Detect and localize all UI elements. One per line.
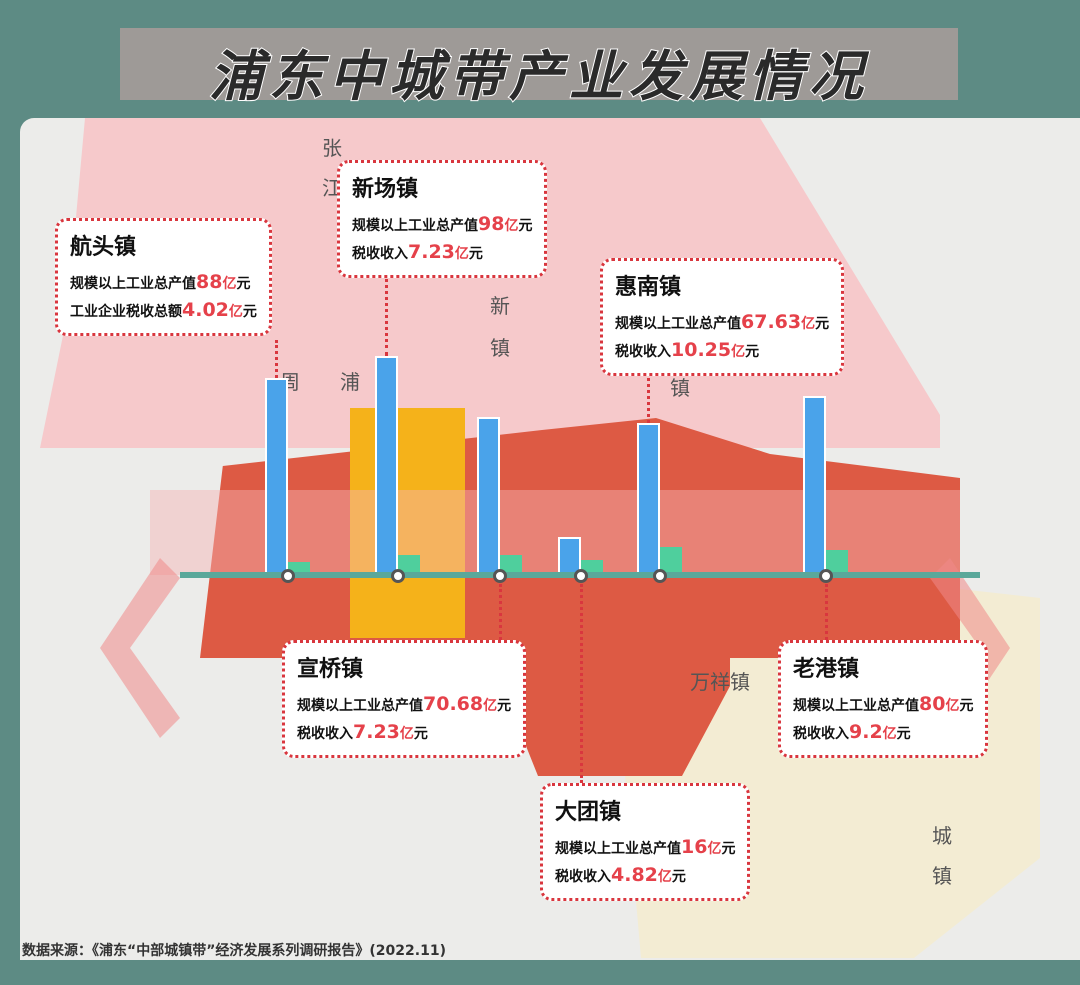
town-name: 航头镇 bbox=[70, 235, 137, 260]
tax-value: 4.02 bbox=[182, 299, 229, 321]
tax-bar bbox=[826, 549, 848, 572]
tax-value: 7.23 bbox=[353, 721, 400, 743]
tax-label: 税收收入 bbox=[555, 869, 611, 885]
output-unit: 亿 bbox=[707, 841, 722, 857]
output-line: 规模以上工业总产值16亿元 bbox=[555, 836, 736, 858]
output-value: 16 bbox=[681, 836, 708, 858]
town-callout: 新场镇 规模以上工业总产值98亿元 税收收入7.23亿元 bbox=[337, 160, 548, 278]
output-line: 规模以上工业总产值80亿元 bbox=[793, 693, 974, 715]
output-unit: 亿 bbox=[504, 218, 519, 234]
leader-line bbox=[647, 372, 650, 424]
map-label: 镇 bbox=[932, 864, 952, 888]
map-label: 镇 bbox=[670, 376, 690, 400]
town-name: 惠南镇 bbox=[615, 275, 682, 300]
tax-label: 税收收入 bbox=[352, 246, 408, 262]
leader-line bbox=[580, 584, 583, 783]
output-label: 规模以上工业总产值 bbox=[555, 841, 681, 857]
town-marker bbox=[281, 569, 295, 583]
map-label: 新 bbox=[490, 294, 510, 318]
town-marker bbox=[574, 569, 588, 583]
town-name: 老港镇 bbox=[793, 657, 860, 682]
tax-line: 税收收入7.23亿元 bbox=[352, 241, 483, 263]
tax-unit: 亿 bbox=[657, 869, 672, 885]
town-marker bbox=[653, 569, 667, 583]
output-unit: 亿 bbox=[483, 698, 498, 714]
output-value: 67.63 bbox=[741, 311, 802, 333]
tax-label: 税收收入 bbox=[297, 726, 353, 742]
town-callout: 惠南镇 规模以上工业总产值67.63亿元 税收收入10.25亿元 bbox=[600, 258, 845, 376]
output-bar bbox=[558, 536, 581, 572]
output-unit: 亿 bbox=[945, 698, 960, 714]
tax-label: 税收收入 bbox=[615, 344, 671, 360]
output-unit: 亿 bbox=[222, 276, 237, 292]
tax-line: 税收收入9.2亿元 bbox=[793, 721, 911, 743]
town-marker bbox=[819, 569, 833, 583]
town-callout: 宣桥镇 规模以上工业总产值70.68亿元 税收收入7.23亿元 bbox=[282, 640, 527, 758]
output-label: 规模以上工业总产值 bbox=[297, 698, 423, 714]
output-value: 98 bbox=[478, 213, 505, 235]
leader-line bbox=[499, 584, 502, 640]
leader-line bbox=[825, 584, 828, 640]
tax-unit: 亿 bbox=[228, 304, 243, 320]
tax-unit: 亿 bbox=[882, 726, 897, 742]
output-value: 80 bbox=[919, 693, 946, 715]
tax-value: 7.23 bbox=[408, 241, 455, 263]
tax-unit: 亿 bbox=[399, 726, 414, 742]
map-label: 张 bbox=[322, 136, 342, 160]
output-label: 规模以上工业总产值 bbox=[70, 276, 196, 292]
tax-value: 9.2 bbox=[849, 721, 883, 743]
page-title: 浦东中城带产业发展情况 bbox=[208, 44, 869, 109]
town-name: 宣桥镇 bbox=[297, 657, 364, 682]
tax-label: 工业企业税收总额 bbox=[70, 304, 182, 320]
town-callout: 老港镇 规模以上工业总产值80亿元 税收收入9.2亿元 bbox=[778, 640, 989, 758]
town-marker bbox=[391, 569, 405, 583]
map-label: 城 bbox=[932, 824, 952, 848]
map-label: 镇 bbox=[490, 336, 510, 360]
xinchang-region bbox=[350, 408, 465, 638]
map-label: 万祥镇 bbox=[690, 670, 750, 694]
output-line: 规模以上工业总产值98亿元 bbox=[352, 213, 533, 235]
output-bar bbox=[265, 378, 288, 572]
output-label: 规模以上工业总产值 bbox=[615, 316, 741, 332]
tax-line: 税收收入7.23亿元 bbox=[297, 721, 428, 743]
output-bar bbox=[637, 423, 660, 572]
output-bar bbox=[375, 356, 398, 572]
tax-bar bbox=[500, 554, 522, 572]
output-label: 规模以上工业总产值 bbox=[793, 698, 919, 714]
map-label: 浦 bbox=[340, 370, 360, 394]
tax-bar bbox=[660, 547, 682, 572]
tax-bar bbox=[288, 562, 310, 572]
output-line: 规模以上工业总产值70.68亿元 bbox=[297, 693, 512, 715]
leader-line bbox=[275, 340, 278, 379]
title-banner: 浦东中城带产业发展情况 bbox=[120, 28, 958, 109]
output-bar bbox=[477, 416, 500, 572]
tax-label: 税收收入 bbox=[793, 726, 849, 742]
tax-value: 10.25 bbox=[671, 339, 732, 361]
tax-line: 税收收入10.25亿元 bbox=[615, 339, 760, 361]
tax-bar bbox=[398, 554, 420, 572]
leader-line bbox=[385, 272, 388, 357]
data-source: 数据来源：《浦东“中部城镇带”经济发展系列调研报告》(2022.11) bbox=[22, 943, 446, 959]
town-name: 新场镇 bbox=[352, 177, 419, 202]
output-line: 规模以上工业总产值88亿元 bbox=[70, 271, 251, 293]
left-arrow-icon bbox=[100, 558, 180, 738]
output-label: 规模以上工业总产值 bbox=[352, 218, 478, 234]
output-unit: 亿 bbox=[801, 316, 816, 332]
tax-value: 4.82 bbox=[611, 864, 658, 886]
output-value: 70.68 bbox=[423, 693, 484, 715]
town-callout: 航头镇 规模以上工业总产值88亿元 工业企业税收总额4.02亿元 bbox=[55, 218, 272, 336]
town-marker bbox=[493, 569, 507, 583]
tax-unit: 亿 bbox=[731, 344, 746, 360]
output-bar bbox=[803, 396, 826, 572]
town-callout: 大团镇 规模以上工业总产值16亿元 税收收入4.82亿元 bbox=[540, 783, 751, 901]
tax-line: 税收收入4.82亿元 bbox=[555, 864, 686, 886]
tax-bar bbox=[581, 560, 603, 572]
output-value: 88 bbox=[196, 271, 223, 293]
tax-line: 工业企业税收总额4.02亿元 bbox=[70, 299, 257, 321]
town-name: 大团镇 bbox=[555, 800, 622, 825]
output-line: 规模以上工业总产值67.63亿元 bbox=[615, 311, 830, 333]
tax-unit: 亿 bbox=[454, 246, 469, 262]
